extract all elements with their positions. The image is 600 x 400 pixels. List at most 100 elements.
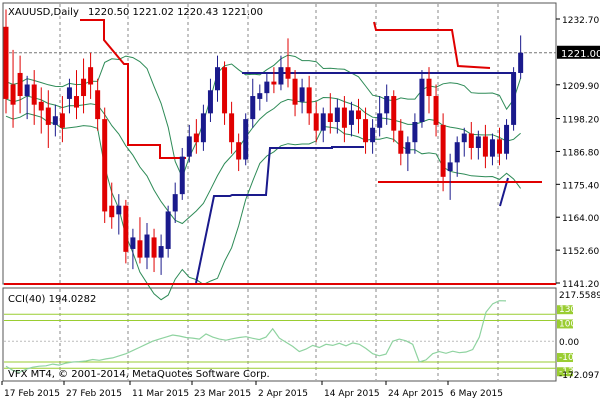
candle[interactable] — [3, 9, 9, 114]
candle[interactable] — [264, 72, 270, 102]
candle[interactable] — [271, 67, 277, 94]
candle-body — [158, 246, 164, 258]
candle-body — [412, 122, 418, 143]
time-tick-label: 17 Feb 2015 — [4, 389, 60, 399]
candle[interactable] — [59, 96, 65, 143]
candle[interactable] — [384, 84, 390, 125]
candle[interactable] — [243, 113, 249, 166]
candle[interactable] — [419, 70, 425, 128]
candle[interactable] — [475, 130, 481, 160]
candle[interactable] — [447, 153, 453, 200]
candle[interactable] — [137, 217, 143, 264]
candle[interactable] — [10, 49, 16, 128]
candle[interactable] — [109, 182, 115, 229]
candle[interactable] — [299, 78, 305, 114]
candle[interactable] — [306, 75, 312, 125]
candle[interactable] — [334, 98, 340, 134]
candle[interactable] — [123, 199, 129, 264]
candle[interactable] — [229, 101, 235, 154]
time-tick-label: 23 Mar 2015 — [194, 389, 251, 399]
candle[interactable] — [454, 136, 460, 177]
candle-body — [461, 133, 467, 143]
candle[interactable] — [95, 78, 101, 131]
candle[interactable] — [52, 104, 58, 137]
candle[interactable] — [482, 124, 488, 169]
candle[interactable] — [144, 222, 150, 270]
candle[interactable] — [158, 234, 164, 275]
candle-body — [475, 136, 481, 148]
candle-body — [327, 113, 333, 123]
candle[interactable] — [433, 84, 439, 137]
candle[interactable] — [88, 52, 94, 99]
candle[interactable] — [468, 122, 474, 160]
candle[interactable] — [222, 61, 228, 125]
cci-scale-label: 0.00 — [559, 338, 579, 348]
candle-body — [313, 113, 319, 131]
candle-body — [151, 237, 157, 258]
candle[interactable] — [165, 205, 171, 258]
candle[interactable] — [278, 55, 284, 91]
candle[interactable] — [186, 124, 192, 163]
candle[interactable] — [313, 101, 319, 143]
candle[interactable] — [102, 107, 108, 223]
candle[interactable] — [504, 119, 510, 160]
candle[interactable] — [257, 84, 263, 111]
candle[interactable] — [74, 70, 79, 120]
candle[interactable] — [66, 78, 72, 114]
candle[interactable] — [116, 194, 122, 235]
candle[interactable] — [412, 113, 418, 154]
candle-body — [66, 87, 72, 99]
candle[interactable] — [292, 70, 298, 117]
candle[interactable] — [461, 127, 467, 157]
candle[interactable] — [320, 107, 326, 143]
candle[interactable] — [179, 147, 185, 200]
candle[interactable] — [17, 55, 23, 114]
candle-body — [179, 156, 185, 195]
candle[interactable] — [81, 58, 87, 114]
candle[interactable] — [215, 55, 220, 102]
candle-body — [24, 84, 30, 97]
candle[interactable] — [327, 93, 333, 134]
candle[interactable] — [250, 78, 256, 128]
candle[interactable] — [193, 119, 199, 154]
candle[interactable] — [356, 98, 361, 134]
candle[interactable] — [24, 75, 30, 120]
copyright-text: VFX MT4, © 2001-2014, MetaQuotes Softwar… — [8, 369, 270, 380]
candle[interactable] — [405, 136, 411, 172]
candle-body — [88, 67, 94, 85]
candle[interactable] — [236, 133, 242, 172]
candle[interactable] — [398, 119, 404, 166]
candle[interactable] — [489, 133, 495, 166]
candlestick-series[interactable] — [3, 9, 524, 275]
candle-body — [377, 113, 383, 128]
candle-body — [433, 96, 439, 125]
candle[interactable] — [151, 228, 157, 273]
candle[interactable] — [497, 127, 502, 166]
candle[interactable] — [207, 78, 213, 123]
candle[interactable] — [518, 35, 524, 79]
candle[interactable] — [200, 104, 206, 151]
price-tick-label: 1141.20 — [562, 280, 599, 290]
candle[interactable] — [341, 96, 347, 143]
candle[interactable] — [38, 87, 44, 134]
candle[interactable] — [348, 101, 354, 137]
candle[interactable] — [45, 90, 51, 148]
candle-body — [38, 101, 44, 111]
candle-body — [482, 136, 488, 157]
candle[interactable] — [377, 96, 383, 137]
candle[interactable] — [391, 90, 397, 143]
candle[interactable] — [370, 119, 376, 154]
candle[interactable] — [130, 228, 136, 270]
candle[interactable] — [172, 182, 178, 223]
time-tick-label: 11 Mar 2015 — [132, 389, 189, 399]
candle[interactable] — [31, 70, 37, 125]
candle[interactable] — [285, 38, 291, 88]
candle[interactable] — [426, 67, 432, 114]
price-axis: 1232.70 1209.90 1198.20 1186.80 1175.40 1164.… — [556, 16, 599, 290]
price-tick-label: 1152.60 — [562, 247, 599, 257]
candle-body — [222, 67, 228, 114]
candle[interactable] — [511, 67, 517, 131]
candle[interactable] — [440, 113, 446, 192]
candle[interactable] — [363, 107, 369, 154]
